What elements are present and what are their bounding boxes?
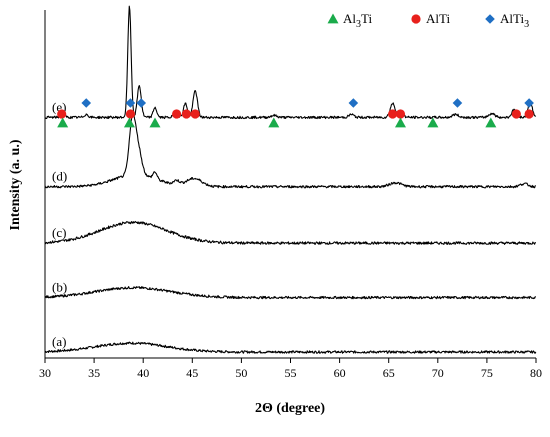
- legend-alti-marker: [411, 14, 421, 24]
- alti3-marker: [81, 98, 92, 108]
- legend-alti-label: AlTi: [426, 11, 450, 26]
- alti3-marker: [524, 98, 534, 108]
- alti3-marker: [348, 98, 359, 108]
- al3ti-marker: [485, 117, 497, 128]
- curve-label-b: (b): [52, 280, 67, 295]
- x-tick-label: 55: [285, 366, 297, 380]
- alti-marker: [57, 109, 67, 119]
- x-tick-label: 60: [334, 366, 346, 380]
- legend-al3ti-label: Al3Ti: [343, 11, 372, 30]
- x-axis-title: 2Θ (degree): [255, 401, 325, 416]
- x-tick-label: 75: [481, 366, 493, 380]
- axes: 30 35 40 45 50 55 60 65 70 75 80: [39, 10, 542, 380]
- alti3-marker: [136, 98, 147, 108]
- x-tick-label: 40: [137, 366, 149, 380]
- x-tick-label: 35: [88, 366, 100, 380]
- trace-e: [44, 5, 537, 120]
- al3ti-marker: [394, 117, 406, 128]
- alti-marker: [125, 109, 136, 119]
- phase-markers: [57, 98, 534, 128]
- x-tick-label: 45: [186, 366, 198, 380]
- curve-label-a: (a): [52, 334, 66, 349]
- x-tick-label: 70: [432, 366, 444, 380]
- al3ti-marker: [149, 117, 161, 128]
- trace-d: [44, 113, 536, 189]
- y-axis-title: Intensity (a. u.): [8, 139, 23, 230]
- x-tick-label: 65: [383, 366, 395, 380]
- al3ti-marker: [123, 117, 135, 128]
- trace-a: [44, 341, 537, 354]
- legend: Al3Ti AlTi AlTi3: [327, 11, 529, 30]
- alti3-marker: [452, 98, 463, 108]
- x-tick-label: 80: [530, 366, 542, 380]
- x-ticks: 30 35 40 45 50 55 60 65 70 75 80: [39, 358, 542, 380]
- alti-marker: [190, 109, 200, 119]
- alti-marker: [181, 109, 192, 119]
- x-tick-label: 50: [235, 366, 247, 380]
- curve-label-d: (d): [52, 169, 67, 184]
- alti-marker: [524, 109, 534, 119]
- legend-al3ti-marker: [327, 13, 339, 24]
- x-tick-label: 30: [39, 366, 51, 380]
- al3ti-marker: [268, 117, 280, 128]
- trace-b: [44, 286, 537, 300]
- al3ti-marker: [57, 117, 69, 128]
- curve-label-c: (c): [52, 225, 66, 240]
- alti-marker: [511, 109, 521, 119]
- alti-marker: [388, 109, 398, 119]
- alti-marker: [171, 109, 182, 119]
- traces: [44, 5, 537, 354]
- al3ti-marker: [427, 117, 439, 128]
- trace-c: [44, 220, 536, 245]
- legend-alti3-label: AlTi3: [500, 11, 529, 30]
- alti3-marker: [125, 98, 136, 108]
- alti-marker: [395, 109, 406, 119]
- legend-alti3-marker: [485, 14, 495, 24]
- curve-labels: (a)(b)(c)(d)(e): [52, 99, 67, 349]
